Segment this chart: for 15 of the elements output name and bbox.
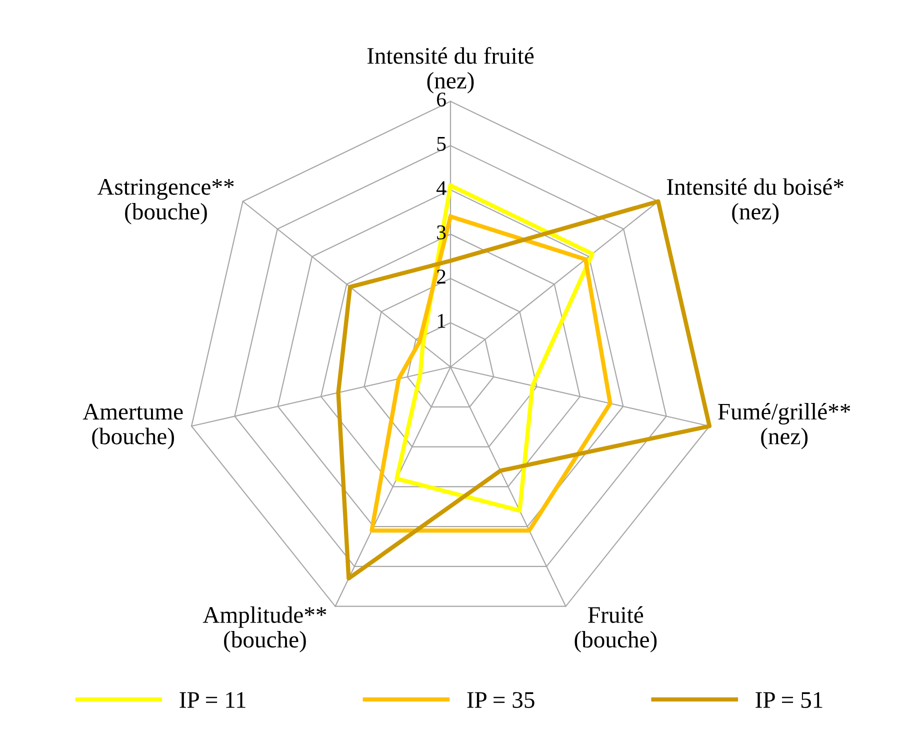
legend-label: IP = 11 [180,692,246,708]
spoke-label: Intensité du boisé* (nez) [667,178,844,224]
spoke-label: Fumé/grillé** (nez) [718,403,850,450]
spoke-label: Fruité (bouche) [574,606,657,652]
spoke-label: Astringence** (bouche) [97,179,234,224]
spoke-label: Intensité du fruité (nez) [367,47,534,94]
legend-label: IP = 35 [467,692,534,708]
y-tick-label: 5 [437,137,446,151]
spoke-label: Amertume (bouche) [82,404,183,450]
y-tick-label: 2 [437,270,446,284]
y-tick-label: 4 [436,181,446,195]
y-tick-label: 6 [436,92,446,107]
y-tick-label: 1 [438,314,446,328]
legend-label: IP = 51 [756,692,822,708]
spoke-label: Amplitude** (bouche) [202,606,326,652]
